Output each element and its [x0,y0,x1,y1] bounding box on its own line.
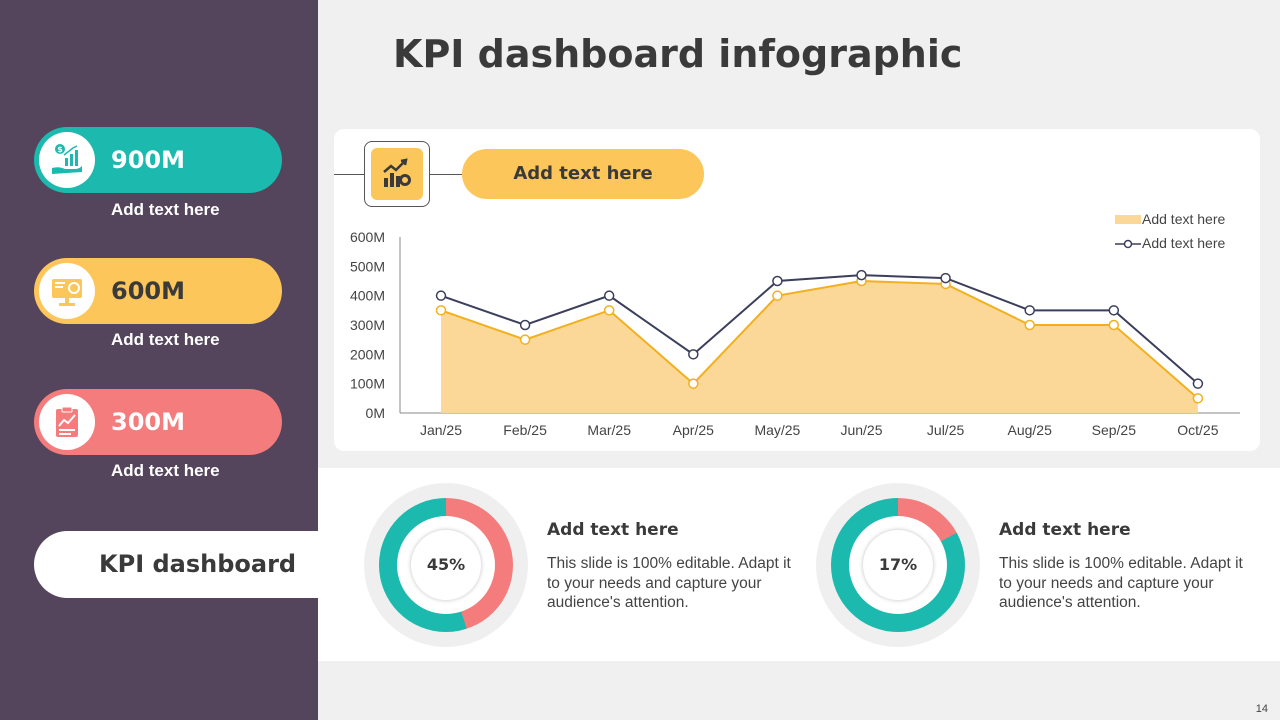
monitor-presentation-icon [39,263,95,319]
metric-description: This slide is 100% editable. Adapt it to… [547,555,791,611]
x-tick-label: Aug/25 [1008,422,1053,438]
kpi-caption: Add text here [111,330,220,349]
line-series-point [1192,378,1204,389]
kpi-pill-600m: 600M [34,258,282,324]
y-tick-label: 600M [350,229,385,245]
line-series-point [603,290,615,301]
growth-chart-icon [371,148,423,200]
donut-ring: 17% [831,498,965,632]
y-tick-label: 300M [350,317,385,333]
x-tick-label: Mar/25 [587,422,631,438]
header-connector-left [334,174,364,175]
metric-description: This slide is 100% editable. Adapt it to… [999,555,1243,611]
page-title: KPI dashboard infographic [393,32,963,76]
donut-percent-label: 45% [411,530,481,600]
y-tick-label: 200M [350,346,385,362]
donut-percent-label: 17% [863,530,933,600]
y-tick-label: 0M [366,405,385,421]
page-number: 14 [1255,703,1268,715]
area-series-point [603,305,615,316]
area-series-line [440,279,1199,400]
svg-text:$: $ [57,145,63,154]
y-tick-label: 100M [350,376,385,392]
line-series-point [856,269,867,281]
area-series-point [1108,319,1120,331]
legend-area-swatch [1115,215,1141,224]
header-connector-right [430,174,462,175]
y-tick-label: 500M [350,258,385,274]
kpi-line-chart: 0M 100M 200M 300M 400M 500M 600M Jan/25 Feb/25 M… [350,211,1240,438]
line-series-point [1108,305,1120,316]
kpi-value: 900M [111,146,185,174]
kpi-value: 600M [111,277,185,305]
x-tick-label: Feb/25 [503,422,547,438]
chart-header-label: Add text here [462,149,704,199]
chart-card: 0M 100M 200M 300M 400M 500M 600M Jan/25 Feb/25 M… [334,129,1260,451]
area-series-point [1192,393,1204,404]
line-series-point [1024,305,1035,316]
area-series-point [435,305,447,316]
area-series-fill [441,281,1198,413]
x-tick-label: Apr/25 [673,422,714,438]
sidebar-label-text: KPI dashboard [99,550,297,578]
legend-label: Add text here [1142,235,1225,251]
area-series-point [688,378,699,389]
line-series-point [688,349,699,360]
donut-ring: 45% [379,498,513,632]
x-tick-label: Jun/25 [840,422,882,438]
donut-chart-45: 45% [364,483,528,647]
money-growth-hand-icon: $ [39,132,95,188]
donut-hole: 17% [849,516,947,614]
line-series-point [519,319,531,331]
sidebar-kpi-dashboard-label: KPI dashboard [34,531,334,598]
x-tick-label: Jul/25 [927,422,965,438]
x-tick-label: Sep/25 [1092,422,1137,438]
line-series-line [440,274,1199,385]
area-series-point [519,334,531,345]
report-clipboard-icon [39,394,95,450]
kpi-caption: Add text here [111,461,220,480]
sidebar [0,0,318,720]
line-series-point [940,272,951,284]
legend-line-marker [1123,239,1133,249]
chart-header-icon-box [364,141,430,207]
y-tick-label: 400M [350,288,385,304]
x-tick-label: Oct/25 [1177,422,1218,438]
line-series-point [435,290,447,301]
kpi-pill-300m: 300M [34,389,282,455]
kpi-value: 300M [111,408,185,436]
donut-chart-17: 17% [816,483,980,647]
metric-title: Add text here [547,520,679,540]
line-series-point [772,275,783,287]
area-series-point [1024,319,1035,331]
kpi-caption: Add text here [111,200,220,219]
x-tick-label: Jan/25 [420,422,462,438]
x-tick-label: May/25 [754,422,800,438]
area-series-point [772,290,783,301]
metric-title: Add text here [999,520,1131,540]
kpi-pill-900m: $ 900M [34,127,282,193]
legend-label: Add text here [1142,211,1225,227]
donut-hole: 45% [397,516,495,614]
